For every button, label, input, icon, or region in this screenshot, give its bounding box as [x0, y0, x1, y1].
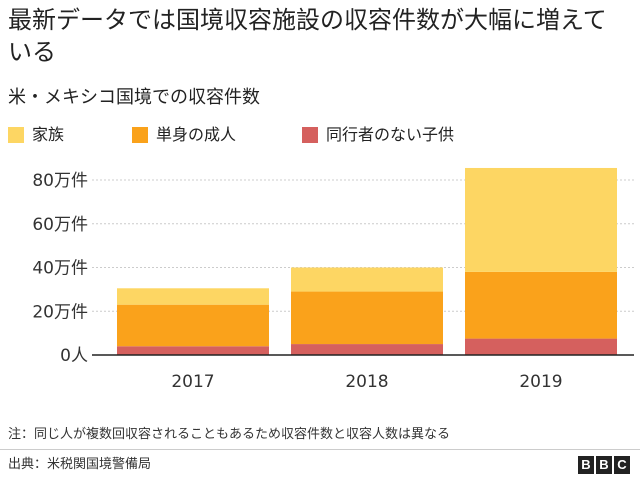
bar-segment-unaccompanied-child	[117, 346, 269, 355]
legend-swatch-single-adult	[132, 127, 148, 143]
bar-segment-family	[117, 288, 269, 305]
bbc-logo-letter-3: C	[614, 456, 630, 474]
legend-item-unaccompanied-child: 同行者のない子供	[302, 123, 454, 147]
legend: 家族 単身の成人 同行者のない子供	[8, 123, 628, 149]
bar-segment-unaccompanied-child	[291, 344, 443, 355]
chart-subtitle: 米・メキシコ国境での収容件数	[8, 87, 260, 108]
footer-divider	[0, 449, 640, 450]
bar-segment-single-adult	[117, 304, 269, 347]
stacked-bar-chart: 0人 20万件 40万件 60万件 80万件 2017 2018 2019	[32, 167, 634, 392]
source-note: 出典：米税関国境警備局	[8, 457, 152, 472]
bbc-logo-letter-1: B	[578, 456, 594, 474]
bar-segment-single-adult	[465, 271, 617, 339]
y-tick-label: 40万件	[32, 259, 88, 279]
legend-item-family: 家族	[8, 123, 64, 147]
legend-swatch-family	[8, 127, 24, 143]
y-tick-label: 80万件	[32, 171, 88, 191]
legend-label-family: 家族	[32, 125, 65, 144]
legend-label-unaccompanied-child: 同行者のない子供	[326, 125, 455, 144]
legend-swatch-unaccompanied-child	[302, 127, 318, 143]
bbc-logo-letter-2: B	[596, 456, 612, 474]
y-tick-label: 0人	[60, 346, 88, 366]
y-tick-label: 60万件	[32, 215, 88, 235]
legend-label-single-adult: 単身の成人	[156, 125, 237, 144]
x-tick-label: 2019	[519, 372, 562, 392]
legend-item-single-adult: 単身の成人	[132, 123, 236, 147]
footnote: 注：同じ人が複数回収容されることもあるため収容件数と収容人数は異なる	[8, 427, 451, 442]
bar-segment-unaccompanied-child	[465, 338, 617, 355]
chart-title: 最新データでは国境収容施設の収容件数が大幅に増えている	[8, 6, 607, 66]
bar-segment-family	[465, 167, 617, 272]
x-tick-label: 2018	[345, 372, 388, 392]
bar-segment-single-adult	[291, 291, 443, 345]
bar-segment-family	[291, 267, 443, 292]
x-tick-label: 2017	[171, 372, 214, 392]
bbc-logo: B B C	[578, 456, 630, 474]
y-tick-label: 20万件	[32, 302, 88, 322]
